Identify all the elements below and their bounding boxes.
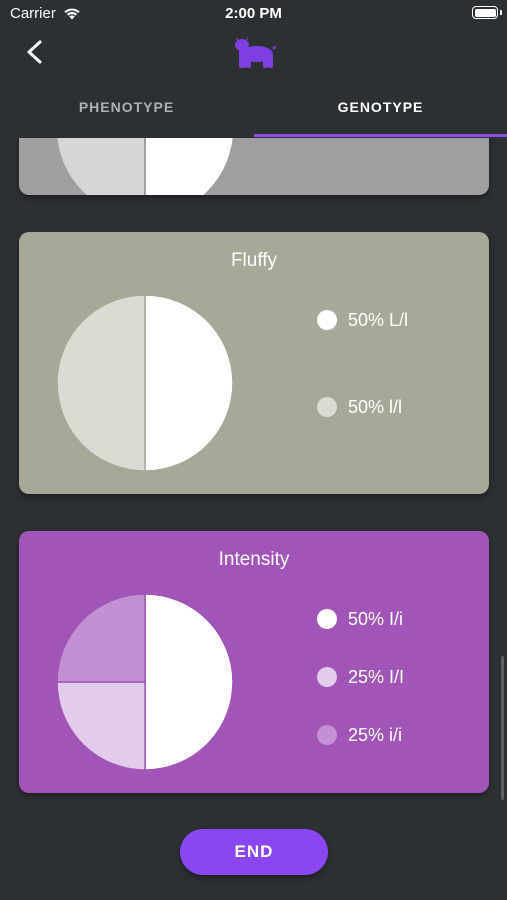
battery-tip — [500, 10, 502, 15]
legend-dot — [317, 609, 337, 629]
fluffy-card: Fluffy 50% L/l 50% l/l — [19, 232, 489, 494]
legend-item: 25% I/I — [317, 665, 477, 689]
legend-item: 25% i/i — [317, 723, 477, 747]
tab-genotype[interactable]: GENOTYPE — [337, 99, 424, 115]
legend-label: 25% i/i — [348, 725, 403, 745]
battery-icon — [472, 6, 498, 19]
wifi-icon — [64, 8, 80, 20]
tab-phenotype[interactable]: PHENOTYPE — [78, 99, 175, 115]
legend-item: 50% I/i — [317, 607, 477, 631]
pie-slice — [57, 681, 146, 770]
previous-pie-chart — [57, 138, 233, 195]
legend-item: 50% l/l — [317, 395, 477, 419]
legend-dot — [317, 397, 337, 417]
previous-card — [19, 138, 489, 195]
scroll-content[interactable]: Fluffy 50% L/l 50% l/l Intensity 50% I/i — [0, 138, 507, 900]
clock: 2:00 PM — [225, 5, 282, 22]
pie-slice — [57, 594, 146, 683]
legend-label: 50% l/l — [348, 397, 403, 417]
intensity-card: Intensity 50% I/i 25% I/I 25% i/i — [19, 531, 489, 793]
tab-bar: PHENOTYPE GENOTYPE — [0, 88, 507, 138]
pie-slice — [144, 295, 233, 471]
legend-item: 50% L/l — [317, 308, 477, 332]
fluffy-pie-chart — [57, 295, 233, 471]
card-title: Fluffy — [230, 250, 278, 271]
legend-label: 50% L/l — [348, 310, 409, 330]
card-title: Intensity — [218, 549, 290, 570]
status-bar: Carrier 2:00 PM — [0, 0, 507, 28]
carrier-label: Carrier — [10, 5, 56, 22]
pie-slice — [57, 295, 146, 471]
french-bulldog-icon — [235, 36, 276, 68]
legend-dot — [317, 310, 337, 330]
active-tab-indicator — [254, 134, 507, 137]
chevron-left-icon[interactable] — [20, 37, 50, 67]
legend-dot — [317, 725, 337, 745]
end-button[interactable]: END — [180, 829, 328, 875]
legend-label: 50% I/i — [348, 609, 404, 629]
scrollbar[interactable] — [501, 656, 504, 800]
legend-label: 25% I/I — [348, 667, 405, 687]
legend-dot — [317, 667, 337, 687]
pie-slice — [144, 594, 233, 770]
intensity-pie-chart — [57, 594, 233, 770]
